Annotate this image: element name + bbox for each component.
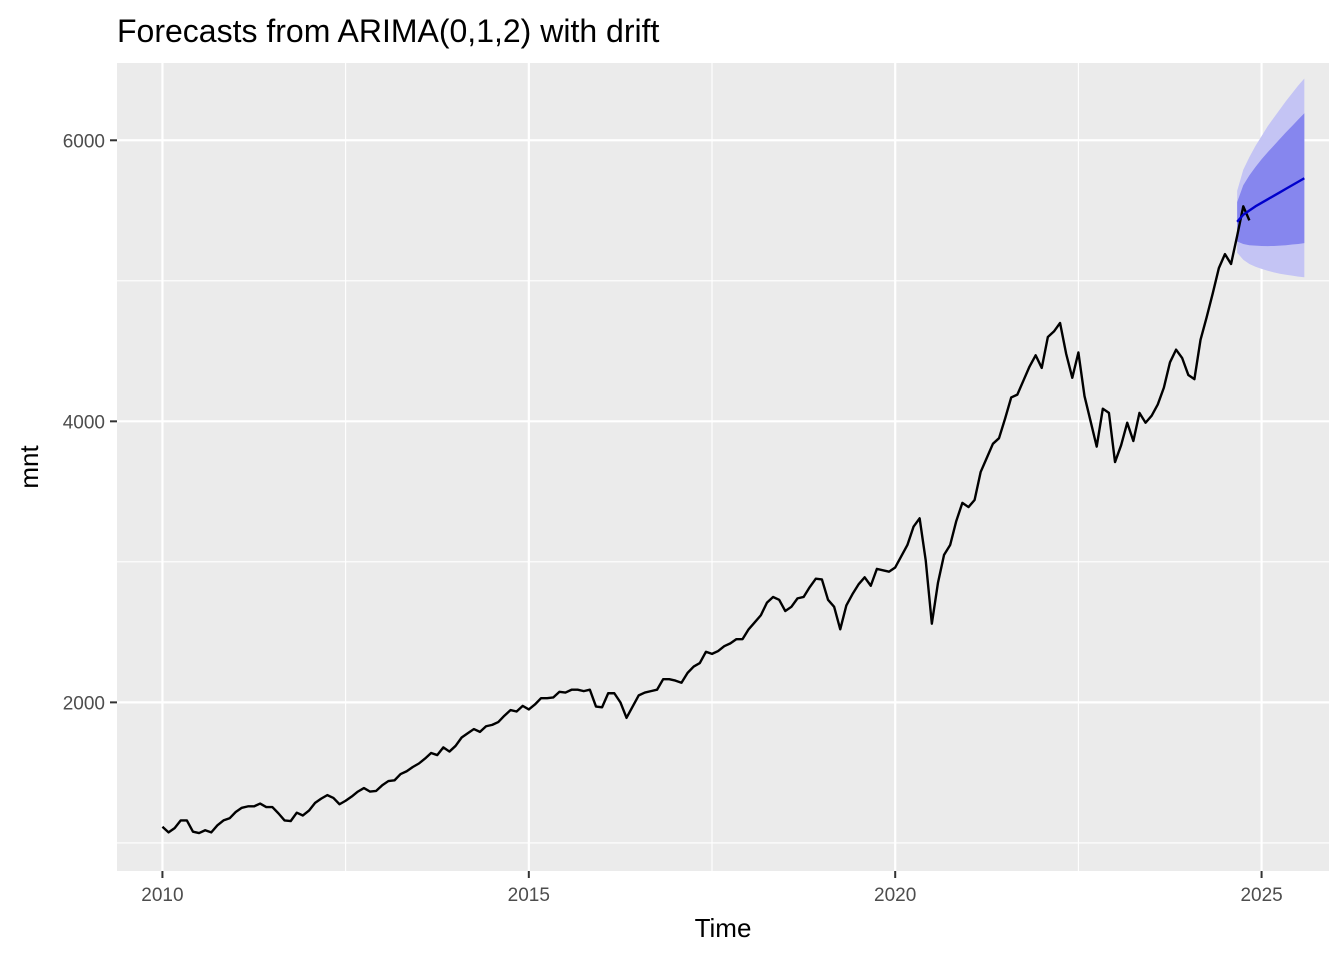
x-tick-label: 2015 (508, 885, 550, 906)
chart-title: Forecasts from ARIMA(0,1,2) with drift (117, 13, 659, 49)
y-axis-title: mnt (14, 445, 44, 489)
x-tick-label: 2025 (1240, 885, 1282, 906)
band-80-percent (1237, 113, 1305, 247)
minor-gridlines (117, 63, 1329, 871)
y-tick-label: 4000 (63, 412, 105, 433)
x-tick-label: 2010 (141, 885, 183, 906)
major-gridlines (117, 63, 1329, 871)
series-lines (161, 177, 1305, 835)
x-axis: 2010 2015 2020 2025 (141, 871, 1283, 906)
forecast-mean-line (1236, 177, 1305, 223)
prediction-intervals (1237, 78, 1305, 278)
history-line (161, 205, 1251, 835)
plot-panel (117, 63, 1329, 871)
x-axis-title: Time (695, 913, 752, 943)
y-tick-label: 6000 (63, 131, 105, 152)
x-tick-label: 2020 (874, 885, 916, 906)
y-axis: 2000 4000 6000 (63, 131, 117, 714)
y-tick-label: 2000 (63, 693, 105, 714)
